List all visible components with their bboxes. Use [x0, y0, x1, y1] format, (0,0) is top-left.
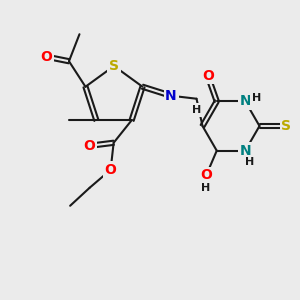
Text: N: N — [165, 89, 177, 103]
Text: O: O — [200, 168, 212, 182]
Text: O: O — [202, 69, 214, 83]
Text: H: H — [252, 93, 261, 103]
Text: S: S — [109, 59, 119, 73]
Text: O: O — [105, 163, 117, 177]
Text: H: H — [201, 183, 210, 193]
Text: O: O — [84, 139, 96, 153]
Text: S: S — [281, 119, 292, 133]
Text: H: H — [192, 105, 201, 115]
Text: H: H — [245, 157, 254, 167]
Text: N: N — [239, 94, 251, 108]
Text: N: N — [239, 144, 251, 158]
Text: O: O — [40, 50, 52, 64]
